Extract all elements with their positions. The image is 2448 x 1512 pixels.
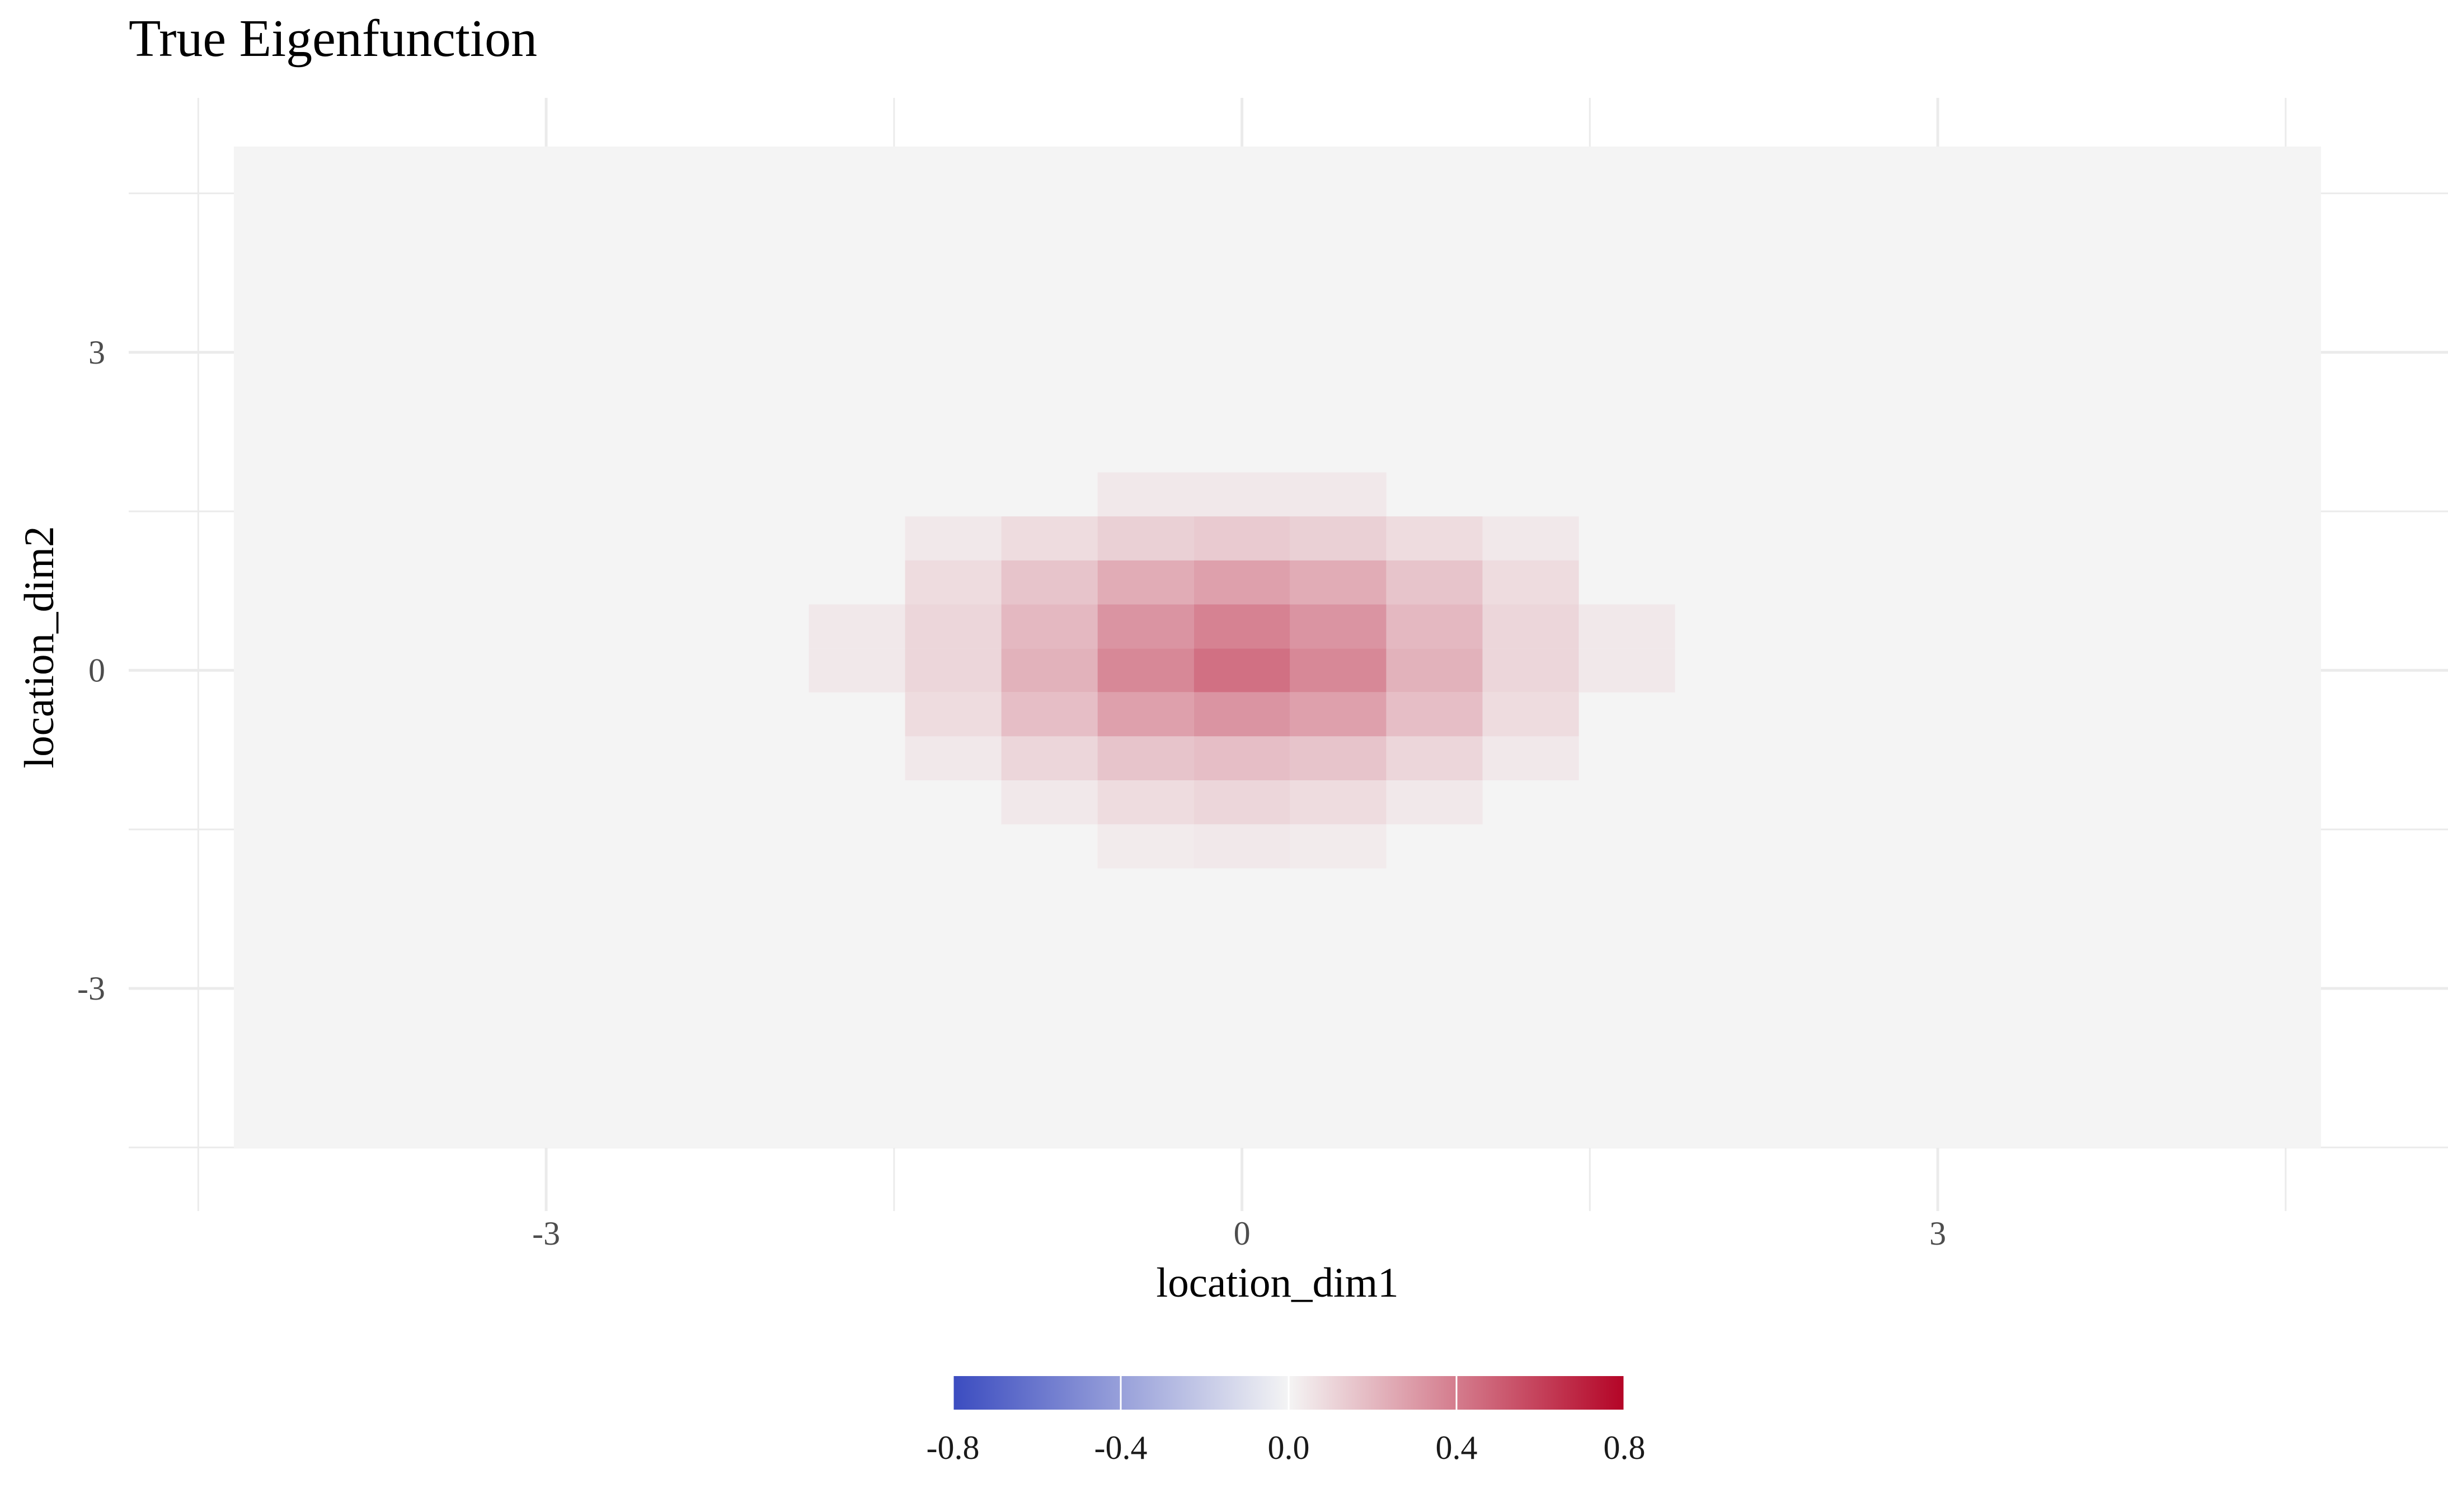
heatmap-tile — [1386, 516, 1483, 560]
heatmap-tile — [1194, 780, 1290, 825]
color-legend: -0.8 -0.4 0.0 0.4 0.8 — [927, 1376, 1646, 1466]
chart-title: True Eigenfunction — [129, 10, 537, 68]
heatmap-tile — [1001, 692, 1098, 737]
heatmap-tile — [1290, 560, 1387, 605]
heatmap-tile — [809, 648, 905, 693]
x-axis-title: location_dim1 — [1156, 1260, 1398, 1306]
x-tick-label: -3 — [532, 1215, 560, 1252]
heatmap-tile — [1194, 736, 1290, 781]
heatmap-tile — [1097, 516, 1194, 560]
heatmap-tile — [905, 516, 1002, 560]
heatmap-tile — [1194, 560, 1290, 605]
legend-tick-label: 0.4 — [1436, 1429, 1478, 1466]
heatmap-tile — [1097, 648, 1194, 693]
x-tick-label: 3 — [1929, 1215, 1946, 1252]
heatmap-tile — [1386, 648, 1483, 693]
heatmap-tile — [1290, 780, 1387, 825]
x-tick-label: 0 — [1234, 1215, 1251, 1252]
heatmap-tile — [1097, 560, 1194, 605]
heatmap-tile — [1194, 692, 1290, 737]
heatmap-tile — [1194, 472, 1290, 517]
heatmap-tile — [1194, 648, 1290, 693]
heatmap-tile — [1482, 560, 1579, 605]
heatmap-tile — [1290, 648, 1387, 693]
heatmap-tile — [1482, 516, 1579, 560]
x-axis-ticks: -3 0 3 — [532, 1215, 1946, 1252]
heatmap-tile — [1386, 736, 1483, 781]
legend-ticks: -0.8 -0.4 0.0 0.4 0.8 — [927, 1376, 1646, 1466]
heatmap-tile — [1194, 604, 1290, 649]
heatmap-tile — [905, 692, 1002, 737]
heatmap-tile — [1097, 736, 1194, 781]
heatmap-tile — [1578, 604, 1675, 649]
heatmap-tile — [1290, 604, 1387, 649]
heatmap-tile — [905, 560, 1002, 605]
heatmap-tile — [1386, 692, 1483, 737]
heatmap-tile — [1194, 516, 1290, 560]
heatmap-tile — [1482, 604, 1579, 649]
heatmap-tile — [1097, 604, 1194, 649]
heatmap-tile — [1097, 780, 1194, 825]
y-tick-label: 3 — [88, 334, 105, 371]
heatmap-tile — [1290, 692, 1387, 737]
y-axis-ticks: -3 0 3 — [77, 334, 105, 1007]
heatmap-tile — [1097, 692, 1194, 737]
heatmap-tile — [1001, 736, 1098, 781]
heatmap-tile — [1578, 648, 1675, 693]
heatmap-tile — [905, 736, 1002, 781]
heatmap-tile — [1386, 604, 1483, 649]
heatmap-tile — [1194, 824, 1290, 869]
heatmap-tile — [1097, 824, 1194, 869]
y-tick-label: -3 — [77, 970, 105, 1007]
heatmap-tile — [1001, 560, 1098, 605]
heatmap-tile — [1097, 472, 1194, 517]
heatmap-tile — [1482, 736, 1579, 781]
heatmap-tile — [1482, 692, 1579, 737]
heatmap-tile — [905, 604, 1002, 649]
legend-tick-label: -0.4 — [1094, 1429, 1148, 1466]
heatmap-tile — [1290, 516, 1387, 560]
legend-tick-label: 0.8 — [1604, 1429, 1646, 1466]
y-tick-label: 0 — [88, 652, 105, 689]
heatmap-tile — [1290, 736, 1387, 781]
legend-tick-label: -0.8 — [927, 1429, 980, 1466]
heatmap-tile — [1001, 604, 1098, 649]
heatmap-tile — [1290, 472, 1387, 517]
heatmap-tile — [1290, 824, 1387, 869]
heatmap-tile — [1386, 780, 1483, 825]
heatmap-tile — [1001, 516, 1098, 560]
y-axis-title: location_dim2 — [16, 526, 63, 768]
heatmap-tile — [1001, 780, 1098, 825]
heatmap-tile — [1001, 648, 1098, 693]
heatmap-tiles — [809, 472, 1675, 869]
heatmap-tile — [905, 648, 1002, 693]
heatmap-tile — [1386, 560, 1483, 605]
heatmap-tile — [809, 604, 905, 649]
heatmap-tile — [1482, 648, 1579, 693]
legend-tick-label: 0.0 — [1268, 1429, 1310, 1466]
